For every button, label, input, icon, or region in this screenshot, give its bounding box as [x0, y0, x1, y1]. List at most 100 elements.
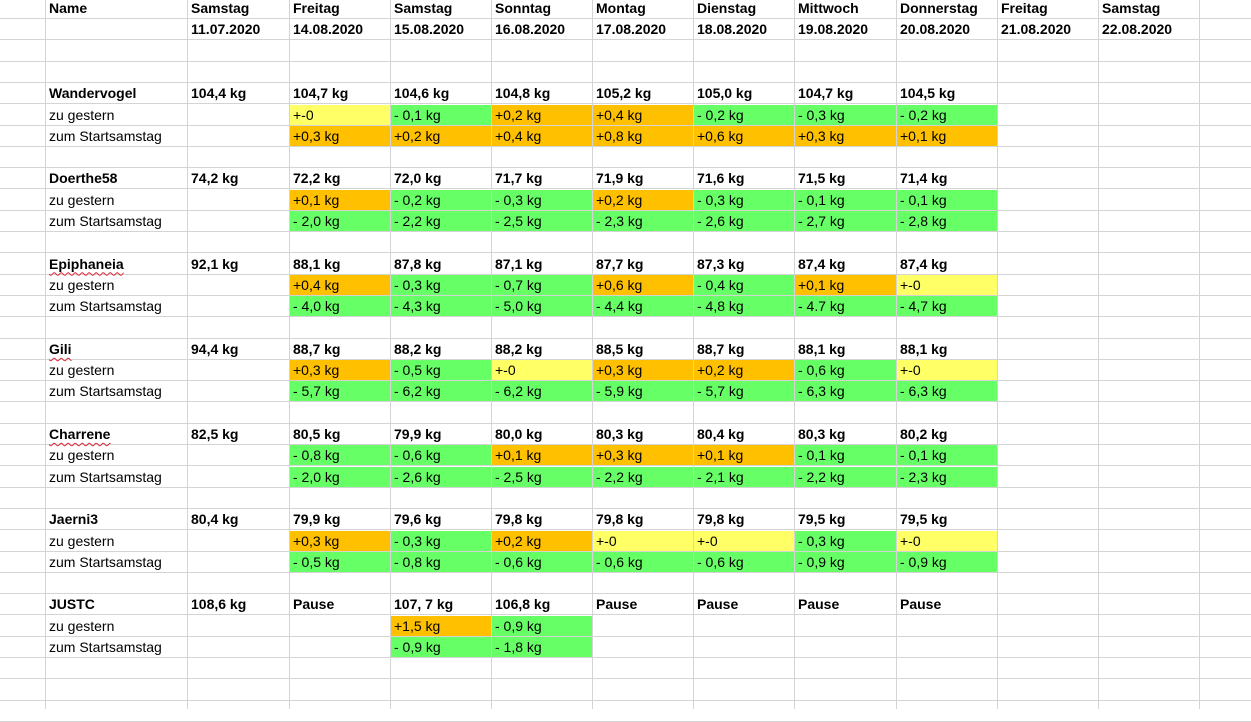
delta-start[interactable]: - 0,5 kg [290, 551, 390, 572]
delta-start[interactable]: - 5,9 kg [593, 381, 693, 402]
header-date[interactable]: 22.08.2020 [1099, 19, 1199, 39]
delta-start[interactable]: - 0,9 kg [391, 637, 491, 657]
delta-start[interactable]: +0,2 kg [391, 125, 491, 146]
participant-name[interactable]: Wandervogel [46, 83, 187, 103]
delta-yesterday[interactable]: +-0 [290, 104, 390, 125]
header-day[interactable]: Samstag [188, 0, 289, 18]
daily-weight[interactable]: 107, 7 kg [391, 594, 491, 614]
delta-start[interactable]: - 2,2 kg [391, 211, 491, 231]
header-day[interactable]: Sonntag [492, 0, 592, 18]
delta-yesterday[interactable]: - 0,3 kg [391, 274, 491, 295]
start-weight[interactable]: 74,2 kg [188, 168, 289, 188]
delta-yesterday[interactable]: - 0,7 kg [492, 274, 592, 295]
delta-start[interactable]: - 4,3 kg [391, 296, 491, 317]
delta-yesterday[interactable]: - 0,2 kg [694, 104, 794, 125]
delta-start[interactable]: +0,3 kg [290, 125, 390, 146]
delta-start[interactable]: +0,6 kg [694, 125, 794, 146]
start-weight[interactable]: 92,1 kg [188, 254, 289, 274]
header-day[interactable]: Donnerstag [897, 0, 997, 18]
daily-weight[interactable]: 80,2 kg [897, 424, 997, 444]
daily-weight[interactable]: 80,4 kg [694, 424, 794, 444]
delta-start[interactable]: - 4,8 kg [694, 296, 794, 317]
delta-yesterday[interactable]: +-0 [593, 530, 693, 551]
delta-start[interactable]: - 2,5 kg [492, 466, 592, 487]
delta-yesterday[interactable]: +0,1 kg [290, 189, 390, 210]
daily-weight[interactable]: 72,0 kg [391, 168, 491, 188]
delta-yesterday[interactable]: - 0,2 kg [391, 189, 491, 210]
participant-name[interactable]: Charrene [46, 424, 187, 444]
delta-start[interactable]: - 2,2 kg [593, 466, 693, 487]
delta-start[interactable]: - 2,2 kg [795, 466, 896, 487]
delta-start[interactable]: - 0,9 kg [795, 551, 896, 572]
row-label-start[interactable]: zum Startsamstag [46, 637, 187, 657]
delta-yesterday[interactable]: - 0,1 kg [795, 189, 896, 210]
header-name[interactable]: Name [46, 0, 187, 18]
header-date[interactable]: 19.08.2020 [795, 19, 896, 39]
delta-start[interactable]: - 6,3 kg [897, 381, 997, 402]
row-label-start[interactable]: zum Startsamstag [46, 126, 187, 146]
daily-weight[interactable]: 71,4 kg [897, 168, 997, 188]
daily-weight[interactable]: 79,8 kg [593, 509, 693, 529]
delta-yesterday[interactable]: - 0,3 kg [391, 530, 491, 551]
row-label-yesterday[interactable]: zu gestern [46, 616, 187, 636]
daily-weight[interactable]: 88,2 kg [492, 339, 592, 359]
row-label-start[interactable]: zum Startsamstag [46, 467, 187, 487]
delta-start[interactable]: - 4.7 kg [795, 296, 896, 317]
delta-start[interactable]: - 2,8 kg [897, 211, 997, 231]
header-day[interactable]: Freitag [998, 0, 1098, 18]
delta-start[interactable]: - 1,8 kg [492, 637, 592, 657]
participant-name[interactable]: Jaerni3 [46, 509, 187, 529]
start-weight[interactable]: 80,4 kg [188, 509, 289, 529]
daily-weight[interactable]: 79,8 kg [492, 509, 592, 529]
row-label-yesterday[interactable]: zu gestern [46, 531, 187, 551]
delta-yesterday[interactable]: - 0,1 kg [795, 445, 896, 466]
header-day[interactable]: Montag [593, 0, 693, 18]
header-date[interactable]: 11.07.2020 [188, 19, 289, 39]
row-label-start[interactable]: zum Startsamstag [46, 552, 187, 572]
row-label-yesterday[interactable]: zu gestern [46, 190, 187, 210]
daily-weight[interactable]: 71,7 kg [492, 168, 592, 188]
delta-yesterday[interactable]: +0,2 kg [593, 189, 693, 210]
delta-yesterday[interactable]: - 0,9 kg [492, 615, 592, 636]
daily-weight[interactable]: 79,9 kg [391, 424, 491, 444]
daily-weight[interactable]: 80,3 kg [593, 424, 693, 444]
delta-start[interactable]: +0,4 kg [492, 125, 592, 146]
daily-weight[interactable]: 88,1 kg [897, 339, 997, 359]
header-date[interactable]: 16.08.2020 [492, 19, 592, 39]
participant-name[interactable]: Epiphaneia [46, 254, 187, 274]
delta-yesterday[interactable]: +0,1 kg [795, 274, 896, 295]
delta-yesterday[interactable]: +1,5 kg [391, 615, 491, 636]
delta-yesterday[interactable]: +0,2 kg [492, 530, 592, 551]
delta-start[interactable]: +0,3 kg [795, 125, 896, 146]
delta-yesterday[interactable]: +-0 [897, 274, 997, 295]
delta-start[interactable]: - 6,3 kg [795, 381, 896, 402]
delta-start[interactable]: - 0,9 kg [897, 551, 997, 572]
daily-weight[interactable]: Pause [694, 594, 794, 614]
delta-yesterday[interactable]: +-0 [492, 360, 592, 381]
header-date[interactable]: 18.08.2020 [694, 19, 794, 39]
header-day[interactable]: Dienstag [694, 0, 794, 18]
delta-yesterday[interactable]: +0,4 kg [290, 274, 390, 295]
delta-start[interactable]: - 0,6 kg [593, 551, 693, 572]
delta-start[interactable]: - 6,2 kg [391, 381, 491, 402]
delta-start[interactable]: - 0,8 kg [391, 551, 491, 572]
daily-weight[interactable]: 87,4 kg [795, 254, 896, 274]
daily-weight[interactable]: 88,2 kg [391, 339, 491, 359]
daily-weight[interactable]: 79,5 kg [897, 509, 997, 529]
daily-weight[interactable]: 105,0 kg [694, 83, 794, 103]
daily-weight[interactable]: Pause [290, 594, 390, 614]
header-day[interactable]: Samstag [391, 0, 491, 18]
daily-weight[interactable]: 104,6 kg [391, 83, 491, 103]
start-weight[interactable]: 82,5 kg [188, 424, 289, 444]
header-date[interactable]: 17.08.2020 [593, 19, 693, 39]
row-label-start[interactable]: zum Startsamstag [46, 381, 187, 401]
header-date[interactable]: 20.08.2020 [897, 19, 997, 39]
start-weight[interactable]: 94,4 kg [188, 339, 289, 359]
daily-weight[interactable]: 72,2 kg [290, 168, 390, 188]
delta-start[interactable]: - 2,6 kg [391, 466, 491, 487]
daily-weight[interactable]: 87,3 kg [694, 254, 794, 274]
daily-weight[interactable]: 88,7 kg [694, 339, 794, 359]
delta-start[interactable]: - 2,0 kg [290, 211, 390, 231]
delta-start[interactable]: - 2,3 kg [897, 466, 997, 487]
delta-start[interactable]: - 6,2 kg [492, 381, 592, 402]
